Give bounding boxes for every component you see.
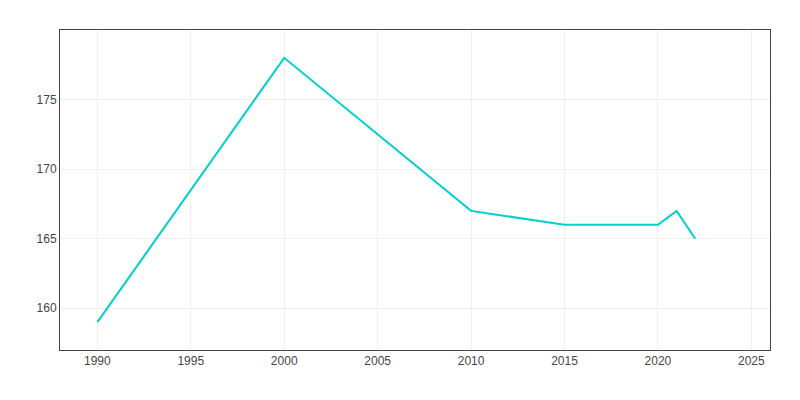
svg-text:2015: 2015: [551, 354, 578, 368]
svg-text:165: 165: [37, 232, 57, 246]
svg-text:160: 160: [37, 301, 57, 315]
svg-text:2010: 2010: [458, 354, 485, 368]
svg-text:1990: 1990: [84, 354, 111, 368]
svg-text:1995: 1995: [177, 354, 204, 368]
svg-text:2020: 2020: [645, 354, 672, 368]
svg-text:170: 170: [37, 162, 57, 176]
svg-text:175: 175: [37, 93, 57, 107]
svg-text:2025: 2025: [738, 354, 765, 368]
svg-text:2005: 2005: [364, 354, 391, 368]
svg-text:2000: 2000: [271, 354, 298, 368]
